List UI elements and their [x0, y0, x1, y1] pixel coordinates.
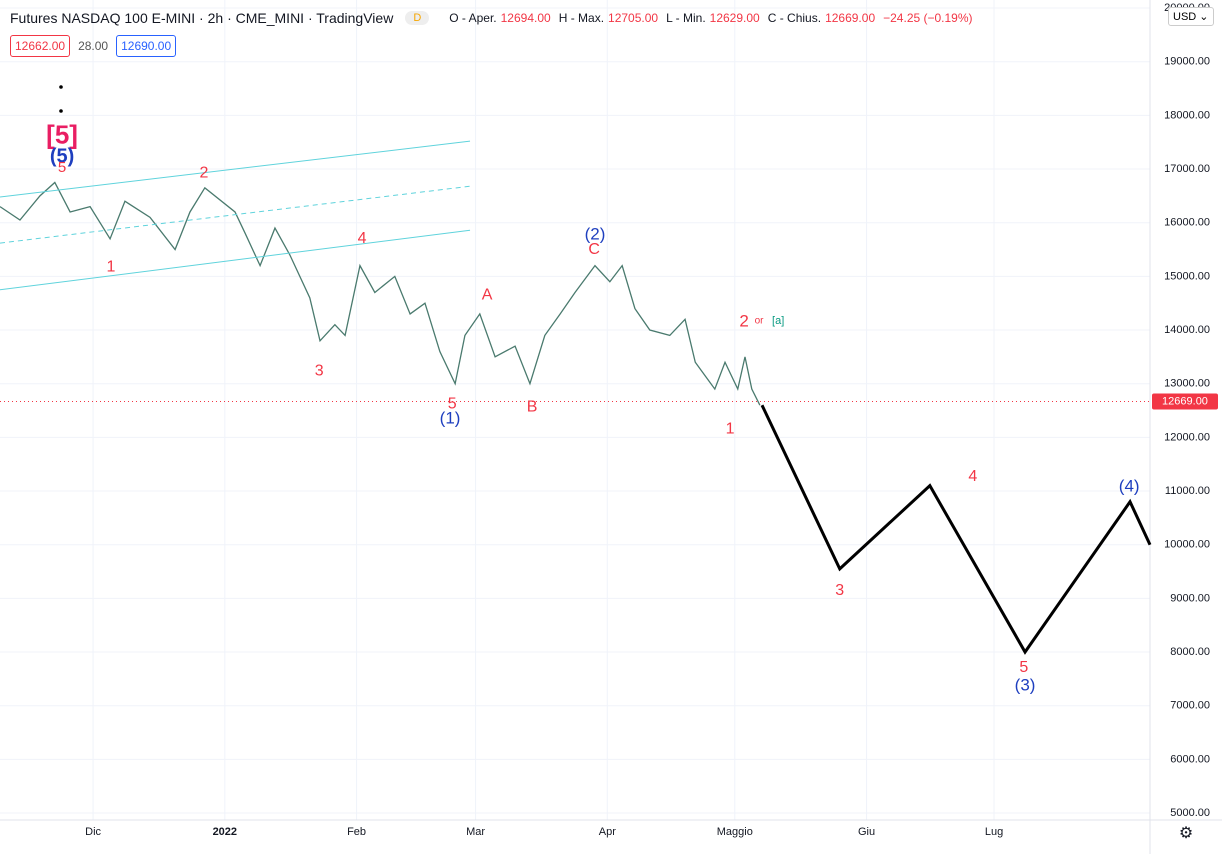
change: −24.25 (−0.19%): [883, 11, 973, 25]
wave-label: 5: [448, 395, 457, 412]
wave-label: 4: [968, 468, 977, 485]
wave-label: (2): [585, 225, 606, 244]
sell-box[interactable]: 12662.00: [10, 35, 71, 57]
y-tick-label: 16000.00: [1164, 217, 1210, 229]
wave-label: 1: [726, 420, 735, 437]
x-tick-label: Lug: [985, 826, 1003, 838]
ohlc-value: 12705.00: [608, 11, 659, 25]
y-tick-label: 8000.00: [1170, 646, 1210, 658]
dot: [59, 109, 63, 113]
wave-label: C: [588, 241, 600, 258]
wave-label: 2: [200, 164, 209, 181]
dot: [59, 85, 63, 89]
y-tick-label: 7000.00: [1170, 700, 1210, 712]
buy-box[interactable]: 12690.00: [116, 35, 177, 57]
ohlc: O - Aper. 12694.00 H - Max. 12705.00 L - Min…: [449, 11, 976, 25]
y-tick-label: 6000.00: [1170, 753, 1210, 765]
x-tick-label: Giu: [858, 826, 875, 838]
x-tick-label: Maggio: [717, 826, 753, 838]
wave-label: 2: [739, 312, 748, 331]
last-price-tag: [1152, 393, 1218, 410]
price-line: [0, 229, 471, 291]
x-tick-label: 2022: [213, 826, 237, 838]
wave-label: 5: [1019, 659, 1028, 676]
ohlc-label: L - Min.: [666, 11, 706, 25]
order-boxes: 12662.00 28.00 12690.00: [10, 35, 177, 57]
wave-label: 4: [358, 230, 367, 247]
y-tick-label: 10000.00: [1164, 539, 1210, 551]
currency-select[interactable]: USD ⌄: [1168, 7, 1214, 26]
wave-label: (1): [440, 409, 461, 428]
wave-label: B: [527, 398, 538, 415]
ohlc-label: O - Aper.: [449, 11, 497, 25]
y-tick-label: 9000.00: [1170, 592, 1210, 604]
price-line: [0, 185, 471, 244]
wave-label: (4): [1119, 476, 1140, 495]
wave-label: 1: [106, 258, 115, 275]
ohlc-label: C - Chius.: [767, 11, 822, 25]
x-tick-label: Apr: [599, 826, 616, 838]
price-line: [0, 181, 761, 406]
y-tick-label: 5000.00: [1170, 807, 1210, 819]
y-tick-label: 15000.00: [1164, 270, 1210, 282]
badge: D: [405, 11, 430, 25]
ohlc-label: H - Max.: [558, 11, 605, 25]
currency: USD: [1173, 11, 1197, 23]
y-tick-label: 19000.00: [1164, 56, 1210, 68]
x-tick-label: Mar: [466, 826, 485, 838]
wave-label: A: [482, 286, 493, 303]
wave-label: 3: [835, 582, 844, 599]
wave-label: (5): [50, 146, 74, 168]
wave-label: 5: [58, 159, 66, 176]
y-tick-label: 12000.00: [1164, 431, 1210, 443]
header: Futures NASDAQ 100 E-MINI · 2h · CME_MIN…: [10, 10, 977, 26]
y-tick-label: 11000.00: [1165, 485, 1210, 497]
wave-label: [5]: [46, 120, 78, 150]
y-tick-label: 18000.00: [1164, 109, 1210, 121]
symbol-title[interactable]: Futures NASDAQ 100 E-MINI · 2h · CME_MIN…: [10, 10, 394, 26]
y-tick-label: 13000.00: [1164, 378, 1210, 390]
settings-icon: ⚙: [1179, 825, 1193, 842]
y-tick-label: 17000.00: [1164, 163, 1210, 175]
price-line: [0, 140, 471, 198]
spread: 28.00: [78, 39, 109, 53]
last-price-label: 12669.00: [1162, 395, 1208, 407]
x-tick-label: Feb: [347, 826, 366, 838]
y-tick-label: 14000.00: [1164, 324, 1210, 336]
ohlc-value: 12694.00: [500, 11, 551, 25]
x-tick-label: Dic: [85, 826, 101, 838]
price-line: [760, 404, 1152, 655]
wave-label: or: [755, 316, 765, 327]
ohlc-value: 12669.00: [825, 11, 876, 25]
wave-label: [a]: [772, 315, 784, 327]
wave-label: 3: [315, 362, 324, 379]
wave-label: (3): [1015, 675, 1036, 694]
ohlc-value: 12629.00: [709, 11, 760, 25]
